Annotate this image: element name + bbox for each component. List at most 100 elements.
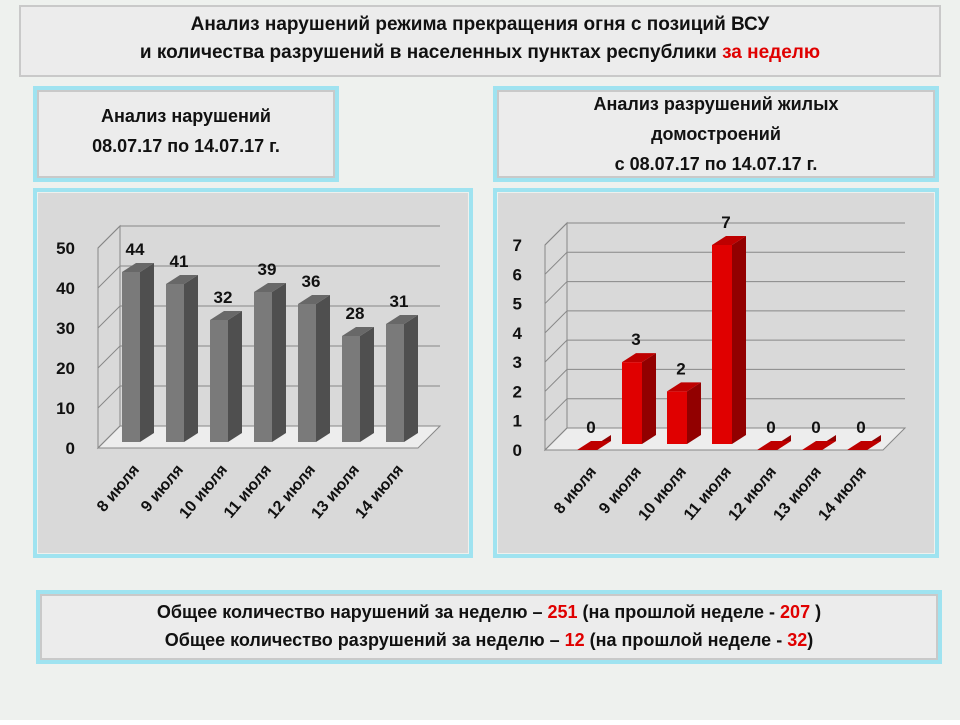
chart-glow [493, 188, 939, 558]
grid-line [544, 222, 905, 246]
title-box [37, 90, 335, 178]
y-tick-label: 30 [56, 319, 75, 338]
bar [122, 272, 140, 442]
grid-line [97, 425, 440, 449]
bar [166, 284, 184, 442]
y-tick-label: 3 [513, 353, 522, 372]
y-tick-label: 4 [513, 324, 523, 343]
y-tick-label: 0 [513, 441, 522, 460]
bar-top [712, 236, 746, 245]
bar-top [342, 327, 374, 336]
value-label: 0 [766, 418, 775, 437]
bar-side [140, 263, 154, 442]
back-wall [544, 221, 568, 452]
chart-title: 08.07.17 по 14.07.17 г. [92, 136, 280, 156]
bar-top [667, 382, 701, 392]
bar-side [184, 275, 198, 442]
chart-glow [33, 188, 473, 558]
bar [667, 391, 687, 444]
value-label: 41 [170, 252, 189, 271]
grid-line [544, 368, 905, 392]
bar-top [622, 353, 656, 363]
bar [712, 245, 732, 444]
s-num: 32 [787, 630, 807, 650]
y-tick-label: 2 [513, 382, 522, 401]
bar-side [272, 283, 286, 442]
s-num: 12 [565, 630, 585, 650]
s: (на прошлой неделе - [585, 630, 788, 650]
bar-side [687, 382, 701, 444]
grid-line [97, 265, 440, 289]
bar-top [122, 263, 154, 272]
header-text: и количества разрушений в населенных пун… [140, 42, 717, 63]
bar-top [298, 295, 330, 304]
value-label: 28 [346, 304, 365, 323]
value-label: 32 [214, 288, 233, 307]
value-label: 39 [258, 260, 277, 279]
bar [622, 362, 642, 444]
bar-side [732, 236, 746, 444]
value-label: 0 [586, 418, 595, 437]
bar [386, 324, 404, 442]
y-tick-label: 1 [513, 412, 522, 431]
y-tick-label: 7 [513, 236, 522, 255]
grid-line [544, 310, 905, 334]
s: Общее количество нарушений за неделю – [157, 602, 548, 622]
bar-top [802, 441, 836, 450]
header-box [19, 5, 941, 77]
grid-line [97, 345, 440, 369]
summary-line: Общее количество нарушений за неделю – 2… [157, 602, 821, 622]
value-label: 0 [811, 418, 820, 437]
summary-line: Общее количество разрушений за неделю – … [165, 630, 813, 650]
s: (на прошлой неделе - [578, 602, 781, 622]
y-tick-label: 6 [513, 265, 522, 284]
value-label: 44 [126, 240, 145, 259]
value-label: 31 [390, 292, 409, 311]
bar [298, 304, 316, 442]
title-glow [33, 86, 339, 182]
grid-line [544, 398, 905, 422]
s-num: 207 [780, 602, 810, 622]
header-highlight: за неделю [722, 42, 820, 63]
y-tick-label: 5 [513, 295, 522, 314]
grid-line [97, 385, 440, 409]
header-line: и количества разрушений в населенных пун… [140, 42, 820, 63]
y-tick-label: 50 [56, 239, 75, 258]
y-tick-label: 10 [56, 399, 75, 418]
bar-side [642, 353, 656, 444]
s: ) [810, 602, 821, 622]
s: ) [807, 630, 813, 650]
value-label: 36 [302, 272, 321, 291]
grid-line [544, 281, 905, 304]
bar [254, 292, 272, 442]
bar-side [228, 311, 242, 442]
chart-title: Анализ нарушений [101, 106, 271, 126]
bar [342, 336, 360, 442]
s: Общее количество разрушений за неделю – [165, 630, 565, 650]
grid-line [97, 305, 440, 329]
bar-top [757, 441, 791, 450]
bar-top [210, 311, 242, 320]
bar-top [577, 441, 611, 450]
bar-top [166, 275, 198, 284]
y-tick-label: 40 [56, 279, 75, 298]
summary-box [40, 594, 938, 660]
chart-title: Анализ разрушений жилых [594, 94, 839, 114]
bar-top [386, 315, 418, 324]
y-tick-label: 0 [66, 439, 75, 458]
chart-title: с 08.07.17 по 14.07.17 г. [615, 154, 818, 174]
bar-top [847, 441, 881, 450]
header-line: Анализ нарушений режима прекращения огня… [191, 14, 770, 35]
bar-side [360, 327, 374, 442]
title-box [497, 90, 935, 178]
grid-line [544, 427, 905, 451]
grid-line [544, 339, 905, 363]
bar-side [404, 315, 418, 442]
value-label: 3 [631, 330, 640, 349]
back-wall [97, 224, 121, 450]
grid-line [97, 225, 440, 249]
summary-glow [36, 590, 942, 664]
bar-top [254, 283, 286, 292]
y-tick-label: 20 [56, 359, 75, 378]
